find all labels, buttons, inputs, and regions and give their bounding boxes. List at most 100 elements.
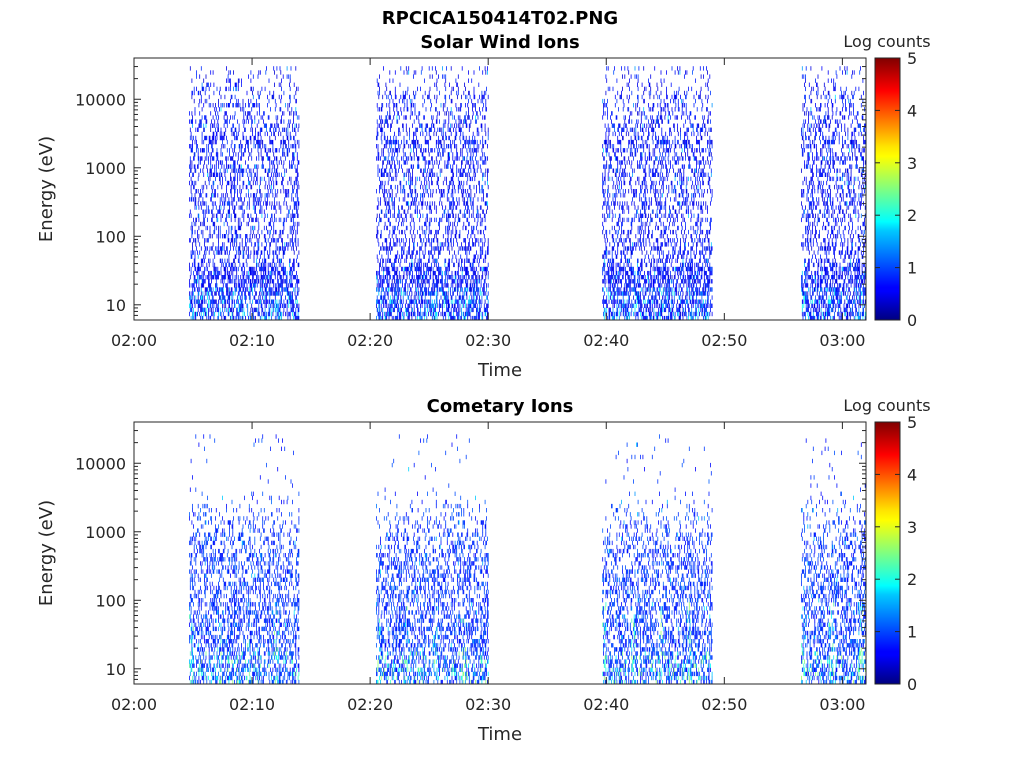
spectrogram-cell <box>440 311 442 317</box>
spectrogram-cell <box>271 213 273 218</box>
spectrogram-cell <box>466 180 468 186</box>
spectrogram-cell <box>465 266 466 272</box>
spectrogram-cell <box>450 315 452 321</box>
spectrogram-cell <box>189 209 191 214</box>
spectrogram-cell <box>228 180 230 186</box>
spectrogram-cell <box>266 283 267 288</box>
spectrogram-cell <box>286 307 288 313</box>
spectrogram-cell <box>457 299 458 304</box>
spectrogram-cell <box>296 299 298 304</box>
spectrogram-cell <box>248 74 249 79</box>
spectrogram-cell <box>219 176 220 182</box>
spectrogram-cell <box>397 250 399 255</box>
spectrogram-cell <box>403 135 405 141</box>
spectrogram-cell <box>206 287 208 292</box>
spectrogram-cell <box>435 156 437 161</box>
spectrogram-cell <box>211 291 213 296</box>
spectrogram-cell <box>247 164 249 169</box>
spectrogram-cell <box>391 94 392 100</box>
spectrogram-cell <box>278 287 279 292</box>
spectrogram-cell <box>269 299 271 304</box>
spectrogram-cell <box>245 291 246 296</box>
spectrogram-cell <box>272 270 274 276</box>
spectrogram-cell <box>212 299 214 304</box>
spectrogram-cell <box>398 311 400 317</box>
spectrogram-cell <box>398 160 400 165</box>
spectrogram-cell <box>406 139 408 145</box>
spectrogram-cell <box>223 115 225 120</box>
spectrogram-cell <box>210 270 212 276</box>
spectrogram-cell <box>465 242 466 247</box>
spectrogram-cell <box>201 82 203 87</box>
spectrogram-cell <box>296 295 297 300</box>
spectrogram-cell <box>398 127 400 132</box>
spectrogram-cell <box>388 258 390 263</box>
spectrogram-cell <box>395 94 397 100</box>
spectrogram-cell <box>205 119 207 124</box>
spectrogram-cell <box>407 193 409 198</box>
spectrogram-cell <box>397 160 399 165</box>
spectrogram-cell <box>451 246 453 251</box>
spectrogram-cell <box>393 156 395 161</box>
spectrogram-cell <box>287 148 289 153</box>
spectrogram-cell <box>435 205 437 210</box>
spectrogram-cell <box>220 287 222 292</box>
spectrogram-cell <box>243 111 245 116</box>
spectrogram-cell <box>274 250 276 255</box>
spectrogram-cell <box>227 234 229 239</box>
spectrogram-cell <box>283 221 285 227</box>
spectrogram-cell <box>447 291 449 296</box>
spectrogram-cell <box>222 287 223 292</box>
spectrogram-cell <box>280 275 282 280</box>
spectrogram-cell <box>448 303 450 308</box>
spectrogram-cell <box>239 303 241 308</box>
spectrogram-cell <box>296 303 298 308</box>
spectrogram-cell <box>247 311 249 317</box>
spectrogram-cell <box>432 238 434 243</box>
spectrogram-cell <box>441 193 443 198</box>
spectrogram-cell <box>423 189 425 194</box>
spectrogram-cell <box>215 307 216 313</box>
spectrogram-cell <box>247 115 249 120</box>
spectrogram-cell <box>405 201 407 206</box>
spectrogram-cell <box>213 82 215 87</box>
spectrogram-cell <box>402 229 403 235</box>
spectrogram-cell <box>451 315 453 321</box>
spectrogram-cell <box>456 164 458 169</box>
spectrogram-cell <box>254 234 256 239</box>
spectrogram-cell <box>275 311 277 317</box>
spectrogram-cell <box>383 287 384 292</box>
spectrogram-cell <box>241 78 242 83</box>
spectrogram-cell <box>201 148 203 153</box>
spectrogram-cell <box>201 299 203 304</box>
spectrogram-cell <box>420 70 422 75</box>
spectrogram-cell <box>198 262 200 268</box>
spectrogram-cell <box>271 94 273 100</box>
spectrogram-cell <box>469 246 471 251</box>
spectrogram-cell <box>269 135 271 141</box>
spectrogram-cell <box>207 225 208 231</box>
spectrogram-cell <box>439 152 441 157</box>
spectrogram-cell <box>248 180 250 186</box>
spectrogram-cell <box>243 262 245 268</box>
spectrogram-cell <box>204 217 205 223</box>
spectrogram-cell <box>473 283 475 288</box>
spectrogram-cell <box>384 295 386 300</box>
spectrogram-cell <box>264 303 266 308</box>
spectrogram-cell <box>432 258 434 263</box>
spectrogram-cell <box>276 119 278 124</box>
spectrogram-cell <box>195 168 197 173</box>
spectrogram-cell <box>258 94 260 100</box>
spectrogram-cell <box>228 262 230 268</box>
spectrogram-cell <box>423 238 425 243</box>
spectrogram-cell <box>189 144 191 149</box>
spectrogram-cell <box>391 123 392 128</box>
spectrogram-cell <box>468 127 470 132</box>
spectrogram-cell <box>237 156 239 161</box>
spectrogram-cell <box>454 275 456 280</box>
spectrogram-cell <box>210 287 212 292</box>
spectrogram-cell <box>396 254 398 259</box>
spectrogram-cell <box>224 94 226 100</box>
spectrogram-cell <box>189 275 191 280</box>
spectrogram-cell <box>426 225 428 231</box>
